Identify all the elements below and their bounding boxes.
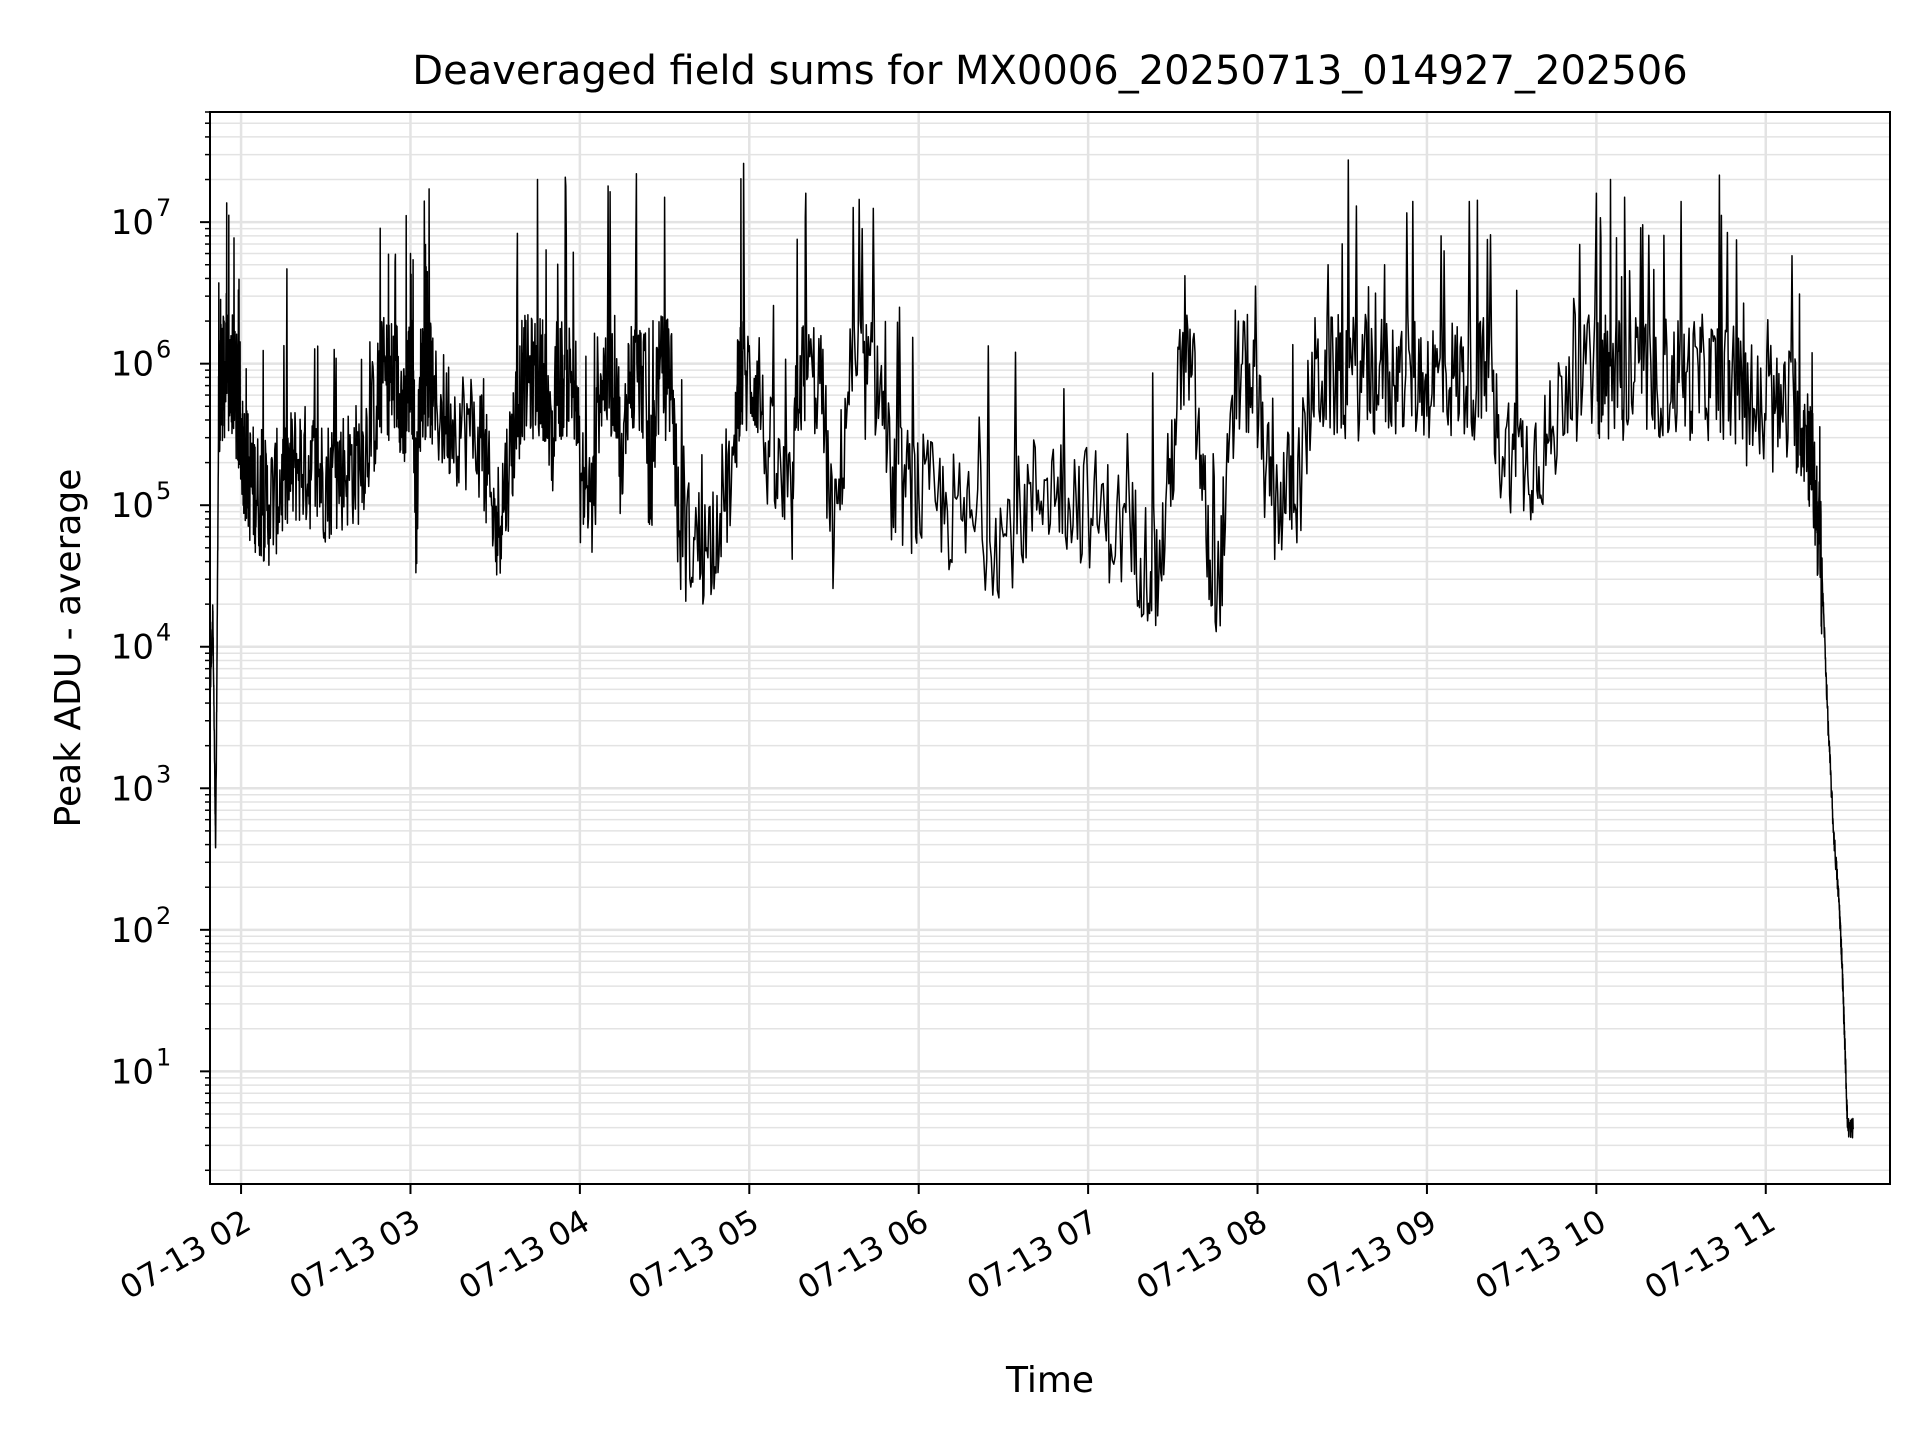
series-layer (209, 159, 1855, 1139)
chart-title: Deaveraged field sums for MX0006_2025071… (412, 48, 1687, 94)
x-axis-label: Time (1005, 1360, 1094, 1401)
y-tick-exponent: 3 (156, 760, 171, 788)
y-tick-exponent: 4 (156, 619, 171, 647)
y-tick-label: 10 (111, 345, 154, 385)
y-tick-label: 10 (111, 486, 154, 526)
y-tick-label: 10 (111, 203, 154, 243)
y-tick-exponent: 7 (156, 194, 171, 222)
plot-frame (209, 111, 1891, 1185)
y-axis-label: Peak ADU - average (48, 469, 89, 828)
y-tick-exponent: 5 (156, 477, 171, 505)
y-tick-label: 10 (111, 769, 154, 809)
y-tick-exponent: 2 (156, 902, 171, 930)
y-tick-exponent: 1 (156, 1043, 171, 1071)
y-tick-label: 10 (111, 1052, 154, 1092)
y-tick-exponent: 6 (156, 336, 171, 364)
y-tick-label: 10 (111, 628, 154, 668)
y-tick-label: 10 (111, 911, 154, 951)
series-line (209, 159, 1855, 1139)
